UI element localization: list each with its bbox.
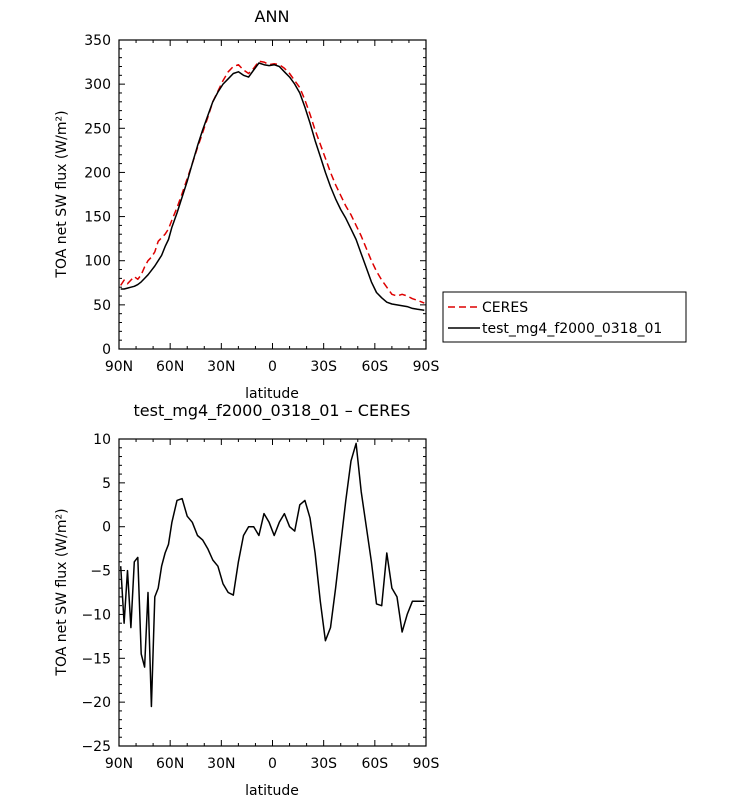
x-tick-label: 60N: [156, 359, 184, 375]
top-x-axis-label: latitude: [245, 386, 299, 402]
x-tick-label: 90S: [413, 756, 440, 772]
y-tick-label: 50: [93, 298, 111, 314]
series-line-test-mg4-f2000-0318-01: [120, 62, 425, 311]
y-tick-label: 0: [102, 520, 111, 536]
series-line-ceres: [120, 60, 425, 304]
y-tick-label: −5: [90, 564, 111, 580]
top-series-lines: [120, 60, 425, 311]
series-line-diff-0: [119, 442, 425, 708]
legend: CERES test_mg4_f2000_0318_01: [442, 291, 687, 343]
y-tick-label: −15: [81, 651, 111, 667]
y-tick-label: 0: [102, 342, 111, 358]
x-tick-label: 90N: [105, 756, 133, 772]
top-y-ticks: 0 50 100 150 200 250 300 350: [84, 33, 426, 358]
x-tick-label: 30S: [310, 359, 337, 375]
bottom-title: test_mg4_f2000_0318_01 – CERES: [134, 401, 411, 421]
bottom-panel: test_mg4_f2000_0318_01 – CERES −25 −20 −15…: [54, 401, 439, 799]
bottom-y-ticks: −25 −20 −15 −10 −5 0 5 10: [81, 432, 426, 755]
y-tick-label: 100: [84, 254, 111, 270]
y-tick-label: 250: [84, 121, 111, 137]
x-tick-label: 60N: [156, 756, 184, 772]
top-plot-frame: [118, 39, 427, 350]
legend-label-model: test_mg4_f2000_0318_01: [482, 321, 662, 337]
legend-box: [442, 291, 687, 343]
y-tick-label: 10: [93, 432, 111, 448]
x-tick-label: 90S: [413, 359, 440, 375]
y-tick-label: 150: [84, 210, 111, 226]
x-tick-label: 30S: [310, 756, 337, 772]
y-tick-label: 5: [102, 476, 111, 492]
y-tick-label: −25: [81, 739, 111, 755]
bottom-x-axis-label: latitude: [245, 783, 299, 799]
x-tick-label: 60S: [361, 756, 388, 772]
y-tick-label: 350: [84, 33, 111, 49]
legend-label-ceres: CERES: [482, 300, 528, 316]
x-tick-label: 0: [268, 359, 277, 375]
bottom-x-ticks: 90N 60N 30N 0 30S 60S 90S: [105, 439, 440, 772]
bottom-plot-frame: [118, 438, 427, 747]
y-tick-label: 300: [84, 77, 111, 93]
x-tick-label: 30N: [207, 756, 235, 772]
x-tick-label: 60S: [361, 359, 388, 375]
bottom-series-lines: [119, 442, 425, 708]
top-x-ticks: 90N 60N 30N 0 30S 60S 90S: [105, 40, 440, 375]
y-tick-label: −20: [81, 695, 111, 711]
top-y-axis-label: TOA net SW flux (W/m²): [54, 110, 70, 278]
x-tick-label: 0: [268, 756, 277, 772]
top-panel: ANN 0 50 100 150 200 250 300 350 90N 60N 30N 0 30S 6…: [54, 7, 687, 402]
y-tick-label: 200: [84, 165, 111, 181]
x-tick-label: 90N: [105, 359, 133, 375]
x-tick-label: 30N: [207, 359, 235, 375]
bottom-y-axis-label: TOA net SW flux (W/m²): [54, 508, 70, 676]
y-tick-label: −10: [81, 607, 111, 623]
top-title: ANN: [255, 7, 290, 26]
